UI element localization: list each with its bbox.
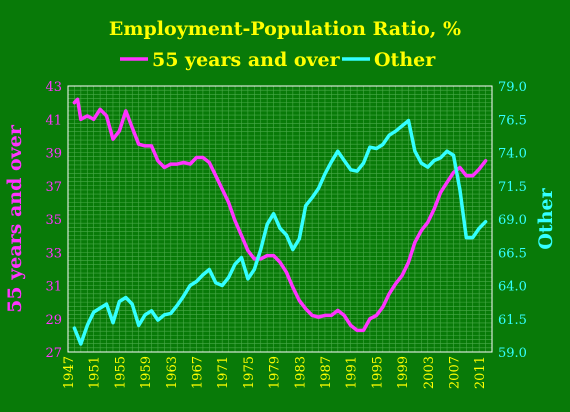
x-tick-label: 2003 — [422, 356, 437, 389]
x-tick-label: 1979 — [268, 356, 283, 389]
x-tick-label: 1963 — [165, 356, 180, 389]
left-tick-label: 27 — [45, 346, 62, 361]
legend-label-other: Other — [374, 49, 436, 71]
right-tick-label: 71.5 — [498, 180, 527, 195]
left-tick-label: 37 — [45, 180, 62, 195]
right-tick-label: 76.5 — [498, 113, 527, 128]
left-tick-label: 31 — [45, 280, 62, 295]
right-tick-label: 66.5 — [498, 246, 527, 261]
x-tick-label: 1999 — [396, 356, 411, 389]
x-tick-label: 1955 — [113, 356, 128, 389]
series-line-55-years-and-over — [72, 97, 488, 333]
chart-title: Employment-Population Ratio, % — [109, 18, 461, 40]
left-axis-ticks: 27 29 31 33 35 37 39 41 43 — [45, 80, 62, 361]
left-tick-label: 43 — [45, 80, 62, 95]
x-tick-label: 1971 — [216, 356, 231, 389]
grid — [68, 86, 492, 352]
x-tick-label: 1959 — [139, 356, 154, 389]
right-tick-label: 64.0 — [498, 280, 527, 295]
right-tick-label: 79.0 — [498, 80, 527, 95]
x-tick-label: 1987 — [319, 356, 334, 389]
right-axis-ticks: 59.0 61.5 64.0 66.5 69.0 71.5 74.0 76.5 79.0 — [498, 80, 527, 361]
x-axis-ticks: 1947 1951 1955 1959 1963 1967 1971 1975 1979 1983… — [62, 356, 488, 389]
legend: 55 years and over Other — [120, 49, 436, 71]
right-tick-label: 69.0 — [498, 213, 527, 228]
plot-frame — [67, 85, 493, 353]
x-tick-label: 1983 — [293, 356, 308, 389]
x-tick-label: 1995 — [370, 356, 385, 389]
legend-label-55-years-and-over: 55 years and over — [152, 49, 341, 71]
right-tick-label: 74.0 — [498, 147, 527, 162]
left-tick-label: 29 — [45, 313, 62, 328]
x-tick-label: 1991 — [345, 356, 360, 389]
x-tick-label: 1947 — [62, 356, 77, 389]
left-tick-label: 33 — [45, 246, 62, 261]
x-tick-label: 2007 — [447, 356, 462, 389]
x-tick-label: 1967 — [190, 356, 205, 389]
left-tick-label: 41 — [45, 113, 62, 128]
right-tick-label: 59.0 — [498, 346, 527, 361]
x-tick-label: 1951 — [88, 356, 103, 389]
right-axis-label: Other — [535, 187, 557, 249]
left-tick-label: 35 — [45, 213, 62, 228]
series-layer — [72, 97, 488, 346]
right-tick-label: 61.5 — [498, 313, 527, 328]
series-line-other — [72, 118, 488, 346]
x-tick-label: 1975 — [242, 356, 257, 389]
left-tick-label: 39 — [45, 147, 62, 162]
x-tick-label: 2011 — [473, 356, 488, 389]
left-axis-label: 55 years and over — [4, 124, 26, 313]
